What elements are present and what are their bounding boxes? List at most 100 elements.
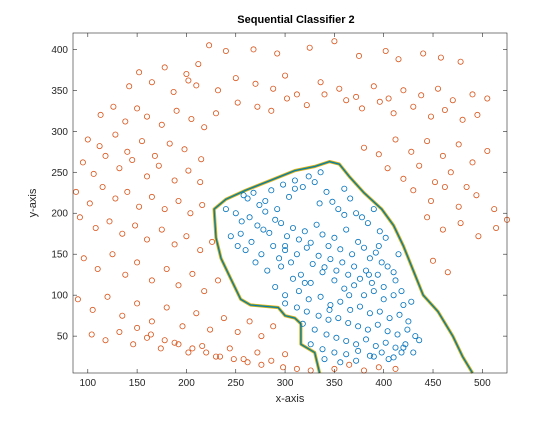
- data-point-class-a: [331, 349, 338, 356]
- data-point-class-b: [427, 113, 434, 120]
- data-point-class-a: [364, 326, 371, 333]
- data-point-class-b: [408, 148, 415, 155]
- data-point-class-b: [185, 349, 192, 356]
- data-point-class-b: [384, 165, 391, 172]
- data-point-class-a: [360, 292, 367, 299]
- data-point-class-a: [405, 318, 412, 325]
- data-point-class-b: [268, 107, 275, 114]
- data-point-class-a: [337, 246, 344, 253]
- data-point-class-b: [244, 359, 251, 366]
- data-point-class-b: [97, 111, 104, 118]
- data-point-class-a: [416, 337, 423, 344]
- data-point-class-a: [311, 326, 318, 333]
- data-point-class-a: [370, 288, 377, 295]
- data-point-class-a: [408, 298, 415, 305]
- data-point-class-b: [132, 222, 139, 229]
- data-point-class-b: [86, 200, 93, 207]
- data-point-class-b: [491, 206, 498, 213]
- data-point-class-a: [386, 315, 393, 322]
- data-point-class-b: [92, 224, 99, 231]
- data-point-class-a: [346, 292, 353, 299]
- data-point-class-b: [427, 197, 434, 204]
- data-point-class-b: [143, 173, 150, 180]
- data-point-class-b: [250, 46, 257, 53]
- data-point-class-a: [313, 221, 320, 228]
- data-point-class-b: [336, 85, 343, 92]
- data-point-class-b: [441, 107, 448, 114]
- data-point-class-a: [390, 269, 397, 276]
- data-point-class-b: [163, 265, 170, 272]
- data-point-class-a: [316, 200, 323, 207]
- data-point-class-b: [358, 105, 365, 112]
- data-point-class-a: [232, 210, 239, 217]
- data-point-class-b: [390, 110, 397, 117]
- data-point-class-a: [335, 206, 342, 213]
- data-point-class-a: [280, 181, 287, 188]
- data-point-class-b: [370, 83, 377, 90]
- data-point-class-b: [382, 48, 389, 55]
- data-point-class-a: [374, 321, 381, 328]
- data-point-class-b: [207, 326, 214, 333]
- data-point-class-a: [353, 357, 360, 364]
- decision-boundary: [212, 160, 474, 374]
- data-point-class-b: [375, 151, 382, 158]
- data-point-class-b: [129, 156, 136, 163]
- data-point-class-b: [102, 152, 109, 159]
- data-point-class-a: [315, 252, 322, 259]
- data-point-class-a: [227, 233, 234, 240]
- data-point-class-a: [317, 293, 324, 300]
- plot-area: [73, 33, 507, 373]
- data-point-class-a: [356, 275, 363, 282]
- data-point-class-a: [317, 169, 324, 176]
- data-point-class-b: [122, 271, 129, 278]
- data-point-class-b: [395, 56, 402, 63]
- data-point-class-a: [270, 242, 277, 249]
- y-tick-label: 350: [51, 86, 68, 97]
- data-point-class-a: [366, 352, 373, 359]
- data-point-class-b: [360, 144, 367, 151]
- data-point-class-a: [376, 308, 383, 315]
- y-axis-label: y-axis: [27, 188, 39, 217]
- data-point-class-a: [333, 267, 340, 274]
- data-point-class-b: [88, 331, 95, 338]
- data-point-class-b: [175, 197, 182, 204]
- data-point-class-b: [183, 71, 190, 78]
- data-point-class-b: [474, 111, 481, 118]
- data-point-class-b: [126, 83, 133, 90]
- data-point-class-b: [232, 75, 239, 82]
- data-point-class-a: [380, 296, 387, 303]
- data-point-class-a: [404, 326, 411, 333]
- data-point-class-a: [248, 238, 255, 245]
- x-tick-label: 350: [326, 378, 343, 389]
- data-point-class-b: [185, 167, 192, 174]
- data-point-class-b: [136, 69, 143, 76]
- plot-frame: [72, 32, 508, 374]
- data-point-class-b: [469, 159, 476, 166]
- data-point-class-a: [343, 351, 350, 358]
- data-point-class-b: [258, 333, 265, 340]
- data-point-class-b: [193, 310, 200, 317]
- data-point-class-a: [237, 230, 244, 237]
- data-point-class-a: [362, 336, 369, 343]
- data-point-class-b: [303, 102, 310, 109]
- data-point-class-b: [198, 156, 205, 163]
- data-point-class-b: [96, 143, 103, 150]
- data-point-class-a: [384, 328, 391, 335]
- data-point-class-a: [398, 349, 405, 356]
- data-point-class-a: [343, 337, 350, 344]
- data-point-class-b: [375, 364, 382, 371]
- data-point-class-a: [347, 306, 354, 313]
- data-point-class-a: [283, 233, 290, 240]
- data-point-class-a: [339, 259, 346, 266]
- data-point-class-b: [102, 337, 109, 344]
- data-point-class-b: [188, 116, 195, 123]
- data-point-class-a: [262, 197, 269, 204]
- data-point-class-b: [183, 233, 190, 240]
- x-tick-label: 450: [425, 378, 442, 389]
- data-point-class-b: [73, 188, 80, 195]
- x-axis-label: x-axis: [276, 393, 305, 405]
- data-point-class-b: [124, 188, 131, 195]
- data-point-class-b: [195, 61, 202, 68]
- data-point-class-b: [475, 233, 482, 240]
